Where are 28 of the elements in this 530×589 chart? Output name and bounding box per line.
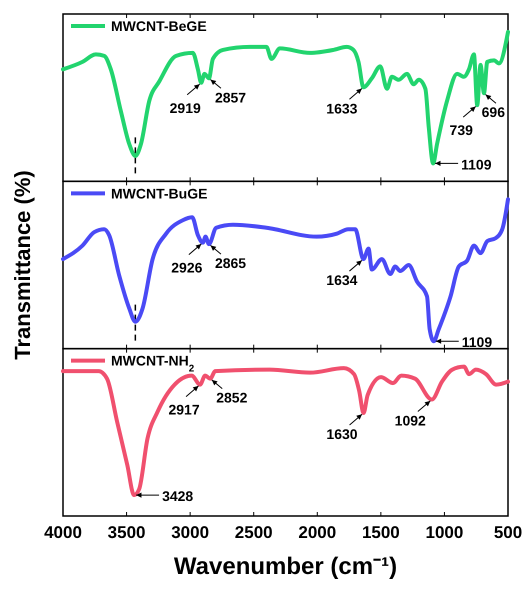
x-tick-label: 2000 — [298, 523, 336, 542]
annotation: 1109 — [462, 334, 492, 350]
legend-label: MWCNT-BeGE — [111, 18, 207, 34]
x-tick-label: 4000 — [44, 523, 82, 542]
x-tick-label: 1500 — [362, 523, 400, 542]
x-tick-label: 500 — [494, 523, 522, 542]
legend-label: MWCNT-NH$_{2}$ — [111, 352, 195, 374]
annotation: 3428 — [162, 488, 194, 504]
x-tick-label: 3000 — [171, 523, 210, 542]
annotation: 1109 — [461, 156, 492, 172]
x-axis-title: Wavenumber (cm⁻¹) — [174, 553, 398, 580]
annotation: 2857 — [214, 89, 246, 106]
annotation: 2852 — [216, 390, 248, 406]
legend-label: MWCNT-BuGE — [111, 185, 208, 202]
x-tick-label: 3500 — [108, 523, 146, 542]
annotation: 2926 — [171, 260, 203, 276]
x-tick-label: 2500 — [234, 523, 273, 542]
annotation: 696 — [482, 104, 506, 120]
x-tick-label: 1000 — [426, 523, 464, 542]
annotation: 1633 — [326, 100, 358, 116]
annotation: 2919 — [170, 100, 201, 116]
annotation: 1634 — [326, 272, 358, 288]
annotation: 1092 — [394, 412, 426, 429]
annotation: 2865 — [214, 255, 246, 272]
annotation: 739 — [450, 122, 474, 138]
annotation: 2917 — [168, 402, 200, 418]
annotation: 1630 — [326, 426, 358, 442]
y-axis-title: Transmittance (%) — [10, 170, 35, 360]
